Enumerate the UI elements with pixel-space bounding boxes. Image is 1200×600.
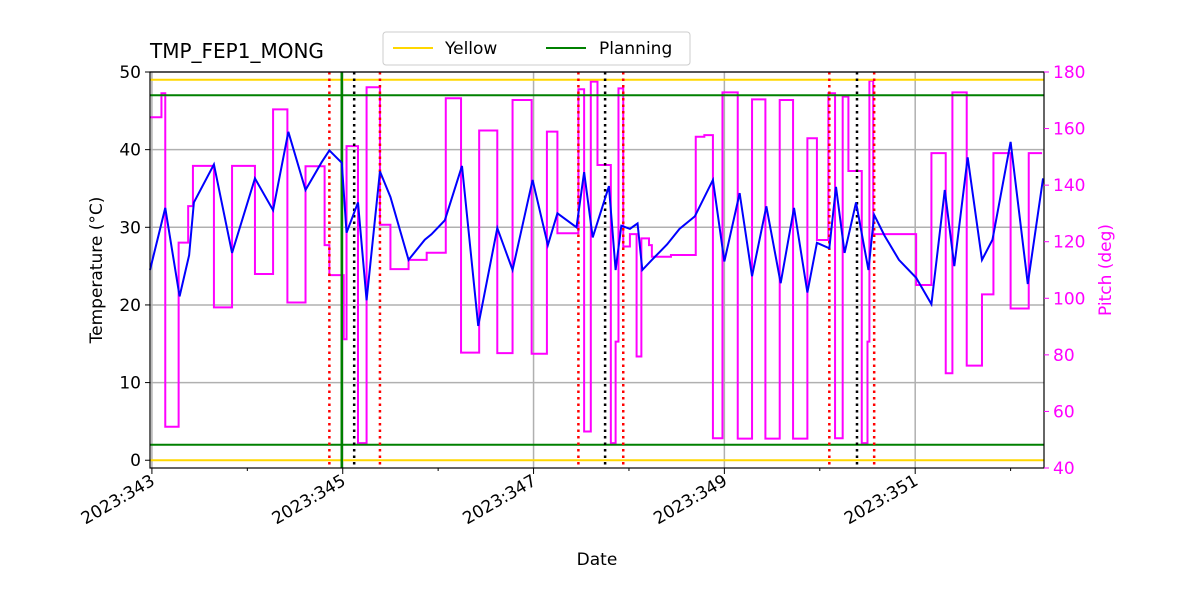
plot-frame: [149, 71, 1045, 469]
y2-axis-label: Pitch (deg): [1096, 224, 1116, 316]
legend-box: [382, 31, 691, 66]
y-tick-label: 20: [119, 296, 141, 316]
chart-title: TMP_FEP1_MONG: [149, 39, 324, 63]
y2-tick-label: 160: [1053, 120, 1085, 140]
y2-tick-label: 80: [1053, 346, 1075, 366]
y2-tick-label: 120: [1053, 233, 1085, 253]
y2-tick-label: 180: [1053, 63, 1085, 83]
legend-planning-label: Planning: [599, 39, 672, 59]
y2-tick-label: 100: [1053, 289, 1085, 309]
y-tick-label: 0: [130, 451, 141, 471]
x-tick-label: 2023:349: [650, 471, 731, 529]
legend: Yellow Planning: [382, 31, 691, 66]
y2-tick-label: 40: [1053, 459, 1075, 479]
y-tick-label: 30: [119, 218, 141, 238]
y-tick-label: 10: [119, 374, 141, 394]
pitch-series-line: [150, 79, 1043, 445]
x-tick-label: 2023:347: [460, 471, 541, 529]
legend-yellow-label: Yellow: [444, 39, 497, 59]
y2-tick-label: 140: [1053, 176, 1085, 196]
y2-tick-label: 60: [1053, 402, 1075, 422]
x-axis-label: Date: [577, 550, 618, 570]
x-tick-label: 2023:343: [78, 471, 159, 529]
chart-marks: [149, 72, 1045, 468]
y-tick-label: 50: [119, 63, 141, 83]
y-tick-label: 40: [119, 141, 141, 161]
axes: 0 10 20 30 40 50 40 60 80 100 120 140 160 180 2023:343…: [78, 63, 1086, 529]
x-tick-label: 2023:345: [269, 471, 350, 529]
y-axis-label: Temperature (°C): [87, 197, 107, 345]
x-tick-label: 2023:351: [841, 471, 922, 529]
